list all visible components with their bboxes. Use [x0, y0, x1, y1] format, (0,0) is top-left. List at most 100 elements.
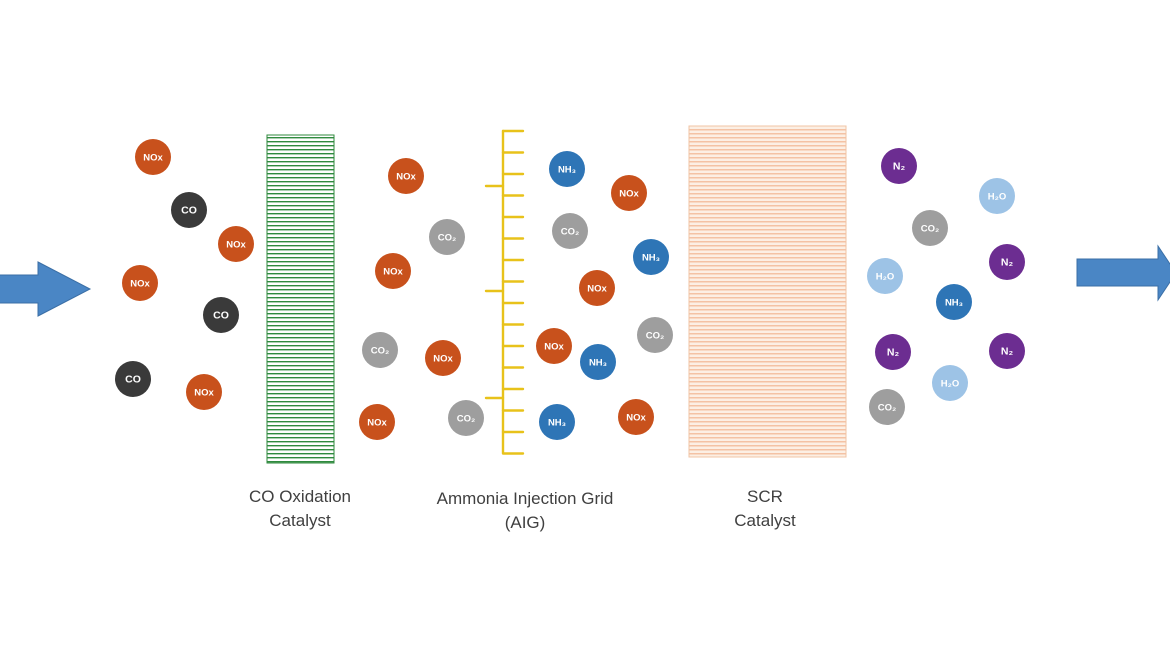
molecule-label: CO — [181, 205, 197, 217]
molecule-h2o: H₂O — [979, 178, 1015, 214]
molecule-circle — [359, 404, 395, 440]
molecule-label: NOx — [433, 354, 453, 365]
caption-line: CO Oxidation — [248, 487, 352, 506]
molecule-co2: CO₂ — [429, 219, 465, 255]
molecule-circle — [448, 400, 484, 436]
molecule-co2: CO₂ — [448, 400, 484, 436]
molecule-label: NOx — [619, 189, 639, 200]
molecule-nox: NOx — [135, 139, 171, 175]
molecule-label: NH₃ — [642, 253, 660, 264]
molecule-co2: CO₂ — [362, 332, 398, 368]
molecule-circle — [867, 258, 903, 294]
caption-line: Catalyst — [269, 511, 331, 530]
molecule-label: H₂O — [941, 379, 959, 390]
molecule-nox: NOx — [425, 340, 461, 376]
ammonia-injection-grid-caption: Ammonia Injection Grid (AIG) — [405, 487, 645, 535]
molecule-co: CO — [171, 192, 207, 228]
molecule-nh3: NH₃ — [539, 404, 575, 440]
molecule-label: N₂ — [893, 161, 906, 173]
molecule-label: H₂O — [876, 272, 894, 283]
molecule-n2: N₂ — [989, 333, 1025, 369]
molecule-nh3: NH₃ — [549, 151, 585, 187]
molecule-label: H₂O — [988, 192, 1006, 203]
molecule-label: NH₃ — [589, 358, 607, 369]
molecule-label: CO₂ — [438, 233, 456, 244]
molecule-label: NOx — [383, 267, 403, 278]
co-oxidation-catalyst-caption: CO Oxidation Catalyst — [220, 485, 380, 533]
molecules-layer: NOx CO NOx NOx CO CO NOx NOx CO₂ NOx CO₂ NOx NOx CO₂ N… — [115, 139, 1025, 440]
molecule-co: CO — [203, 297, 239, 333]
molecule-label: NOx — [130, 279, 150, 290]
molecule-label: NOx — [544, 342, 564, 353]
molecule-n2: N₂ — [881, 148, 917, 184]
molecule-n2: N₂ — [989, 244, 1025, 280]
molecule-label: NOx — [226, 240, 246, 251]
molecule-nox: NOx — [388, 158, 424, 194]
molecule-co2: CO₂ — [637, 317, 673, 353]
molecule-label: N₂ — [1001, 346, 1014, 358]
molecule-circle — [186, 374, 222, 410]
molecule-co2: CO₂ — [912, 210, 948, 246]
molecule-co2: CO₂ — [552, 213, 588, 249]
molecule-nh3: NH₃ — [936, 284, 972, 320]
molecule-nh3: NH₃ — [633, 239, 669, 275]
molecule-circle — [388, 158, 424, 194]
molecule-circle — [936, 284, 972, 320]
molecule-circle — [539, 404, 575, 440]
molecule-label: NOx — [626, 413, 646, 424]
molecule-label: NH₃ — [945, 298, 963, 309]
molecule-label: NH₃ — [548, 418, 566, 429]
molecule-circle — [549, 151, 585, 187]
molecule-nox: NOx — [359, 404, 395, 440]
molecule-circle — [218, 226, 254, 262]
molecule-label: N₂ — [1001, 257, 1014, 269]
molecule-circle — [618, 399, 654, 435]
outlet-arrow-icon — [1076, 244, 1170, 302]
molecule-circle — [171, 192, 207, 228]
molecule-h2o: H₂O — [932, 365, 968, 401]
co-oxidation-catalyst-block — [266, 134, 335, 464]
molecule-circle — [375, 253, 411, 289]
molecule-circle — [912, 210, 948, 246]
molecule-h2o: H₂O — [867, 258, 903, 294]
molecule-circle — [932, 365, 968, 401]
molecule-nox: NOx — [611, 175, 647, 211]
molecule-circle — [989, 244, 1025, 280]
caption-line: Catalyst — [734, 511, 796, 530]
molecule-label: N₂ — [887, 347, 900, 359]
caption-line: SCR — [747, 487, 783, 506]
molecule-label: CO₂ — [921, 224, 939, 235]
molecule-circle — [611, 175, 647, 211]
molecule-label: CO — [125, 374, 141, 386]
molecule-co2: CO₂ — [869, 389, 905, 425]
molecule-nox: NOx — [579, 270, 615, 306]
molecule-label: NH₃ — [558, 165, 576, 176]
molecule-circle — [869, 389, 905, 425]
molecule-label: NOx — [587, 284, 607, 295]
molecule-nh3: NH₃ — [580, 344, 616, 380]
molecule-circle — [203, 297, 239, 333]
molecule-nox: NOx — [536, 328, 572, 364]
molecule-n2: N₂ — [875, 334, 911, 370]
molecule-circle — [637, 317, 673, 353]
molecule-nox: NOx — [186, 374, 222, 410]
molecule-label: NOx — [194, 388, 214, 399]
molecule-circle — [425, 340, 461, 376]
molecule-co: CO — [115, 361, 151, 397]
molecule-circle — [881, 148, 917, 184]
caption-line: Ammonia Injection Grid — [436, 489, 614, 508]
molecule-label: NOx — [367, 418, 387, 429]
molecule-circle — [536, 328, 572, 364]
molecule-circle — [875, 334, 911, 370]
molecule-circle — [552, 213, 588, 249]
molecule-circle — [580, 344, 616, 380]
molecule-label: CO₂ — [646, 331, 664, 342]
molecule-nox: NOx — [375, 253, 411, 289]
molecule-circle — [115, 361, 151, 397]
molecule-label: CO₂ — [561, 227, 579, 238]
molecule-nox: NOx — [218, 226, 254, 262]
molecule-circle — [989, 333, 1025, 369]
scr-catalyst-caption: SCR Catalyst — [705, 485, 825, 533]
